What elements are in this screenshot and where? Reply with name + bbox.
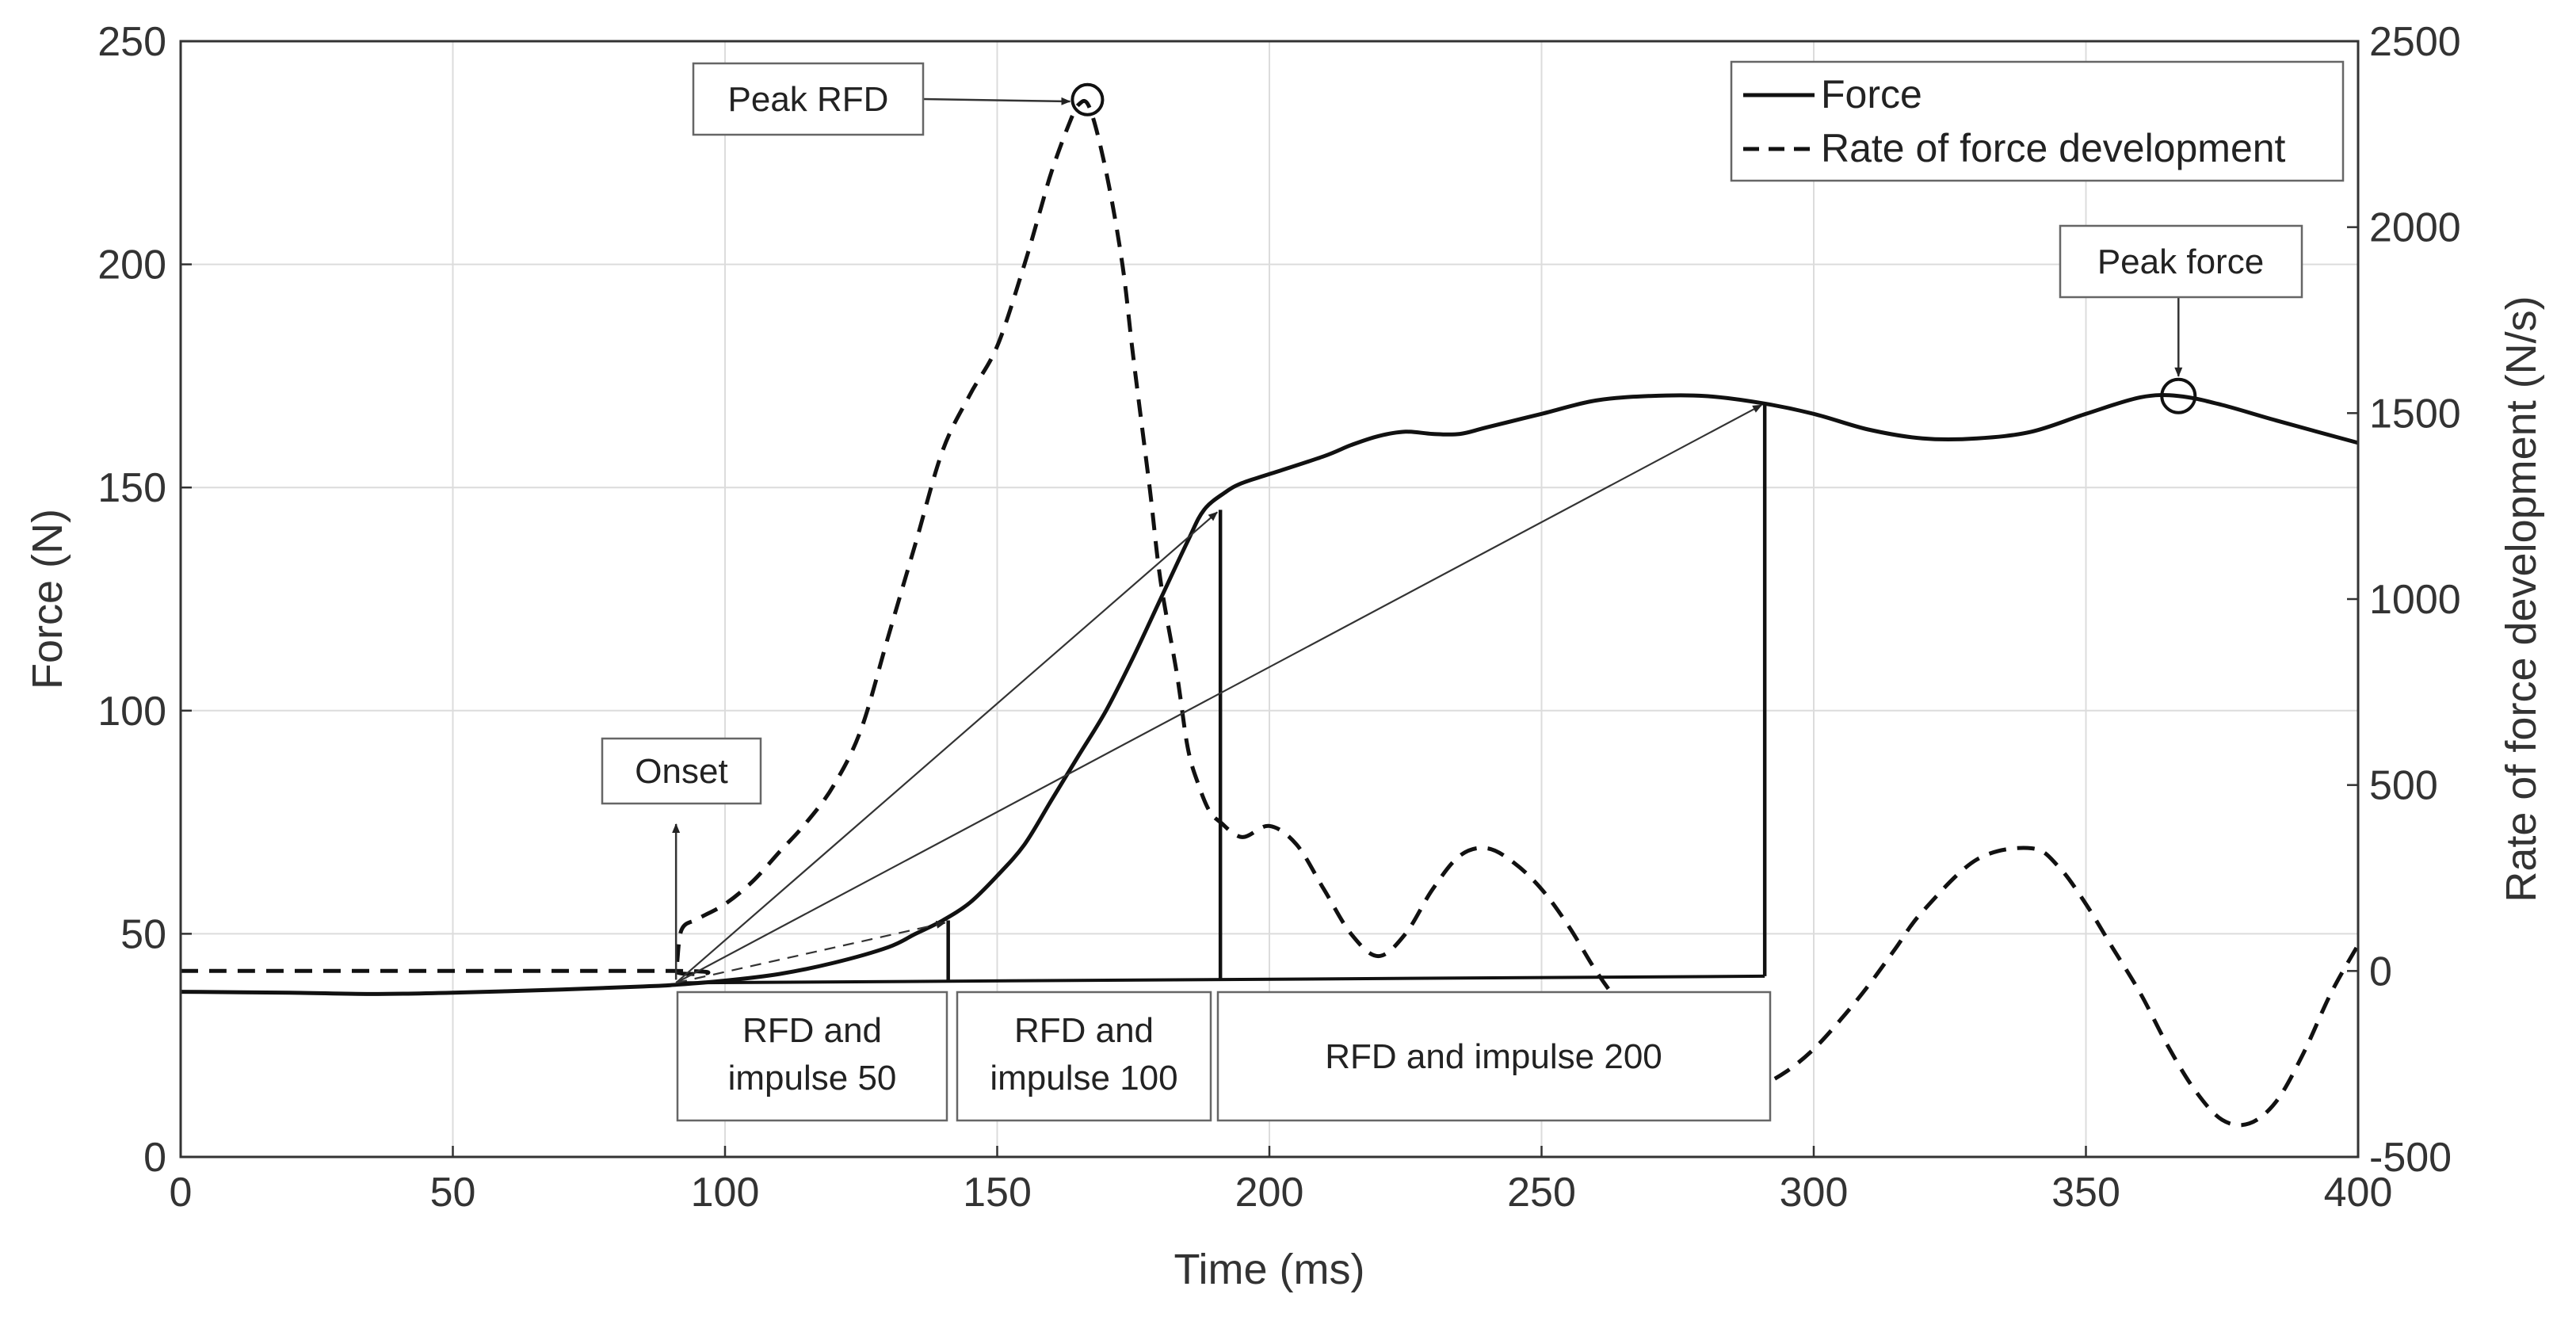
peak-rfd-label: Peak RFD xyxy=(728,80,889,119)
x-tick-label: 400 xyxy=(2324,1170,2393,1216)
interval-100-label-1: RFD and xyxy=(1014,1011,1154,1050)
y2-tick-label: 1000 xyxy=(2369,577,2461,623)
legend-box xyxy=(1730,60,2345,182)
interval-100-label-2: impulse 100 xyxy=(990,1059,1177,1098)
x-tick-label: 0 xyxy=(170,1170,193,1216)
y2-tick-label: 2500 xyxy=(2369,19,2461,65)
legend-force-label: Force xyxy=(1821,72,1922,116)
x-tick-label: 250 xyxy=(1507,1170,1576,1216)
interval-200-label: RFD and impulse 200 xyxy=(1325,1037,1662,1076)
interval-100-box xyxy=(956,991,1212,1122)
y2-axis-title: Rate of force development (N/s) xyxy=(2498,296,2545,902)
x-tick-label: 100 xyxy=(691,1170,760,1216)
y-tick-label: 250 xyxy=(97,19,166,65)
y2-tick-label: 0 xyxy=(2369,949,2392,994)
rfd-slope-arrow xyxy=(675,511,1218,984)
peak-rfd-marker xyxy=(1070,82,1105,116)
annotation-layer xyxy=(672,82,2197,985)
peak-force-label: Peak force xyxy=(2097,242,2264,281)
y2-tick-label: 2000 xyxy=(2369,205,2461,251)
y-tick-label: 0 xyxy=(143,1135,166,1181)
x-tick-label: 200 xyxy=(1235,1170,1304,1216)
interval-200-callout: RFD and impulse 200 xyxy=(1216,991,1772,1122)
y2-tick-label: 1500 xyxy=(2369,391,2461,437)
legend-rfd-label: Rate of force development xyxy=(1821,126,2286,170)
peak-rfd-box xyxy=(692,62,925,136)
tick-layer: 0 50 100 150 200 250 300 350 400 0 50 100 150 200 250 -… xyxy=(97,19,2460,1216)
peak-force-callout: Peak force xyxy=(2059,224,2303,299)
peak-rfd-callout: Peak RFD xyxy=(692,62,925,136)
y-axis-title: Force (N) xyxy=(24,509,71,689)
y-tick-label: 150 xyxy=(97,465,166,511)
y2-tick-label: 500 xyxy=(2369,763,2438,809)
x-tick-label: 350 xyxy=(2051,1170,2120,1216)
y-tick-label: 50 xyxy=(120,911,166,957)
series-layer xyxy=(180,98,2360,1128)
peak-force-marker xyxy=(2160,377,2197,414)
interval-200-box xyxy=(1216,991,1772,1122)
onset-box xyxy=(601,737,762,805)
rfd-series-line xyxy=(181,98,2360,1128)
y-tick-label: 100 xyxy=(97,689,166,735)
interval-50-label-1: RFD and xyxy=(742,1011,882,1050)
rfd-slope-arrow xyxy=(675,404,1763,984)
interval-50-box xyxy=(676,991,948,1122)
interval-50-label-2: impulse 50 xyxy=(728,1059,897,1098)
onset-label: Onset xyxy=(635,752,727,791)
interval-50-callout: RFD and impulse 50 xyxy=(676,991,948,1122)
x-tick-label: 150 xyxy=(963,1170,1032,1216)
rfd-slope-arrow xyxy=(675,921,946,984)
x-axis-title: Time (ms) xyxy=(1174,1246,1365,1293)
onset-callout: Onset xyxy=(601,737,762,805)
peak-force-box xyxy=(2059,224,2303,299)
y-tick-label: 200 xyxy=(97,242,166,288)
x-tick-label: 300 xyxy=(1780,1170,1849,1216)
force-series-line xyxy=(180,393,2359,996)
y2-tick-label: -500 xyxy=(2369,1135,2452,1181)
legend: Force Rate of force development xyxy=(1730,60,2345,182)
x-tick-label: 50 xyxy=(430,1170,476,1216)
peak-rfd-arrow xyxy=(922,97,1071,105)
interval-100-callout: RFD and impulse 100 xyxy=(956,991,1212,1122)
